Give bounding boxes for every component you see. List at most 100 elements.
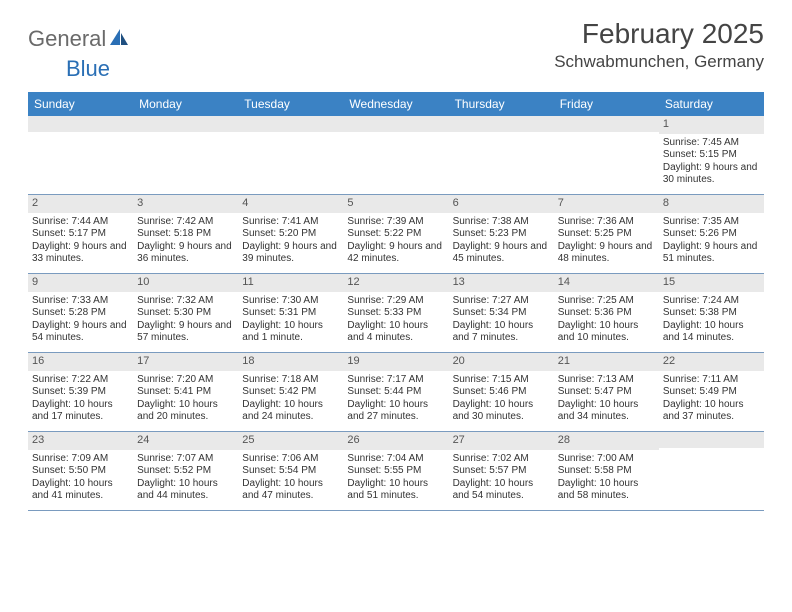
- dow-monday: Monday: [133, 92, 238, 116]
- day-cell: 14Sunrise: 7:25 AMSunset: 5:36 PMDayligh…: [554, 274, 659, 352]
- location-label: Schwabmunchen, Germany: [554, 52, 764, 72]
- sunset-line: Sunset: 5:50 PM: [32, 465, 129, 478]
- day-number: 5: [343, 195, 448, 213]
- sunrise-line: Sunrise: 7:41 AM: [242, 216, 339, 229]
- calendar: Sunday Monday Tuesday Wednesday Thursday…: [28, 92, 764, 511]
- sunrise-line: Sunrise: 7:38 AM: [453, 216, 550, 229]
- day-number: 8: [659, 195, 764, 213]
- sunset-line: Sunset: 5:49 PM: [663, 386, 760, 399]
- day-number: 14: [554, 274, 659, 292]
- sunrise-line: Sunrise: 7:36 AM: [558, 216, 655, 229]
- day-number: 3: [133, 195, 238, 213]
- day-number: 6: [449, 195, 554, 213]
- day-number: 11: [238, 274, 343, 292]
- sunset-line: Sunset: 5:34 PM: [453, 307, 550, 320]
- day-number: [28, 116, 133, 132]
- day-number: 4: [238, 195, 343, 213]
- day-cell: 4Sunrise: 7:41 AMSunset: 5:20 PMDaylight…: [238, 195, 343, 273]
- day-cell: 15Sunrise: 7:24 AMSunset: 5:38 PMDayligh…: [659, 274, 764, 352]
- day-cell: 23Sunrise: 7:09 AMSunset: 5:50 PMDayligh…: [28, 432, 133, 510]
- day-cell: 3Sunrise: 7:42 AMSunset: 5:18 PMDaylight…: [133, 195, 238, 273]
- day-number: 9: [28, 274, 133, 292]
- daylight-line: Daylight: 10 hours and 10 minutes.: [558, 320, 655, 345]
- daylight-line: Daylight: 10 hours and 54 minutes.: [453, 478, 550, 503]
- daylight-line: Daylight: 10 hours and 30 minutes.: [453, 399, 550, 424]
- day-cell: 9Sunrise: 7:33 AMSunset: 5:28 PMDaylight…: [28, 274, 133, 352]
- sunset-line: Sunset: 5:33 PM: [347, 307, 444, 320]
- day-cell: 8Sunrise: 7:35 AMSunset: 5:26 PMDaylight…: [659, 195, 764, 273]
- sunrise-line: Sunrise: 7:00 AM: [558, 453, 655, 466]
- day-cell: 5Sunrise: 7:39 AMSunset: 5:22 PMDaylight…: [343, 195, 448, 273]
- daylight-line: Daylight: 10 hours and 47 minutes.: [242, 478, 339, 503]
- month-title: February 2025: [554, 18, 764, 50]
- daylight-line: Daylight: 9 hours and 45 minutes.: [453, 241, 550, 266]
- sunset-line: Sunset: 5:58 PM: [558, 465, 655, 478]
- sunrise-line: Sunrise: 7:20 AM: [137, 374, 234, 387]
- daylight-line: Daylight: 9 hours and 33 minutes.: [32, 241, 129, 266]
- sunset-line: Sunset: 5:57 PM: [453, 465, 550, 478]
- daylight-line: Daylight: 10 hours and 44 minutes.: [137, 478, 234, 503]
- day-cell: 1Sunrise: 7:45 AMSunset: 5:15 PMDaylight…: [659, 116, 764, 194]
- sunrise-line: Sunrise: 7:17 AM: [347, 374, 444, 387]
- daylight-line: Daylight: 10 hours and 34 minutes.: [558, 399, 655, 424]
- sunset-line: Sunset: 5:30 PM: [137, 307, 234, 320]
- day-cell: [343, 116, 448, 194]
- sunrise-line: Sunrise: 7:04 AM: [347, 453, 444, 466]
- sunset-line: Sunset: 5:31 PM: [242, 307, 339, 320]
- day-cell: 26Sunrise: 7:04 AMSunset: 5:55 PMDayligh…: [343, 432, 448, 510]
- sunrise-line: Sunrise: 7:32 AM: [137, 295, 234, 308]
- sunrise-line: Sunrise: 7:27 AM: [453, 295, 550, 308]
- day-number: [554, 116, 659, 132]
- sunset-line: Sunset: 5:42 PM: [242, 386, 339, 399]
- day-cell: 22Sunrise: 7:11 AMSunset: 5:49 PMDayligh…: [659, 353, 764, 431]
- day-cell: 7Sunrise: 7:36 AMSunset: 5:25 PMDaylight…: [554, 195, 659, 273]
- sunrise-line: Sunrise: 7:44 AM: [32, 216, 129, 229]
- day-cell: [28, 116, 133, 194]
- sunset-line: Sunset: 5:15 PM: [663, 149, 760, 162]
- sunrise-line: Sunrise: 7:24 AM: [663, 295, 760, 308]
- daylight-line: Daylight: 10 hours and 7 minutes.: [453, 320, 550, 345]
- sunset-line: Sunset: 5:38 PM: [663, 307, 760, 320]
- daylight-line: Daylight: 10 hours and 1 minute.: [242, 320, 339, 345]
- sunset-line: Sunset: 5:52 PM: [137, 465, 234, 478]
- day-cell: [554, 116, 659, 194]
- daylight-line: Daylight: 9 hours and 48 minutes.: [558, 241, 655, 266]
- sunrise-line: Sunrise: 7:29 AM: [347, 295, 444, 308]
- day-cell: 17Sunrise: 7:20 AMSunset: 5:41 PMDayligh…: [133, 353, 238, 431]
- sunset-line: Sunset: 5:41 PM: [137, 386, 234, 399]
- day-cell: [449, 116, 554, 194]
- daylight-line: Daylight: 9 hours and 39 minutes.: [242, 241, 339, 266]
- dow-thursday: Thursday: [449, 92, 554, 116]
- day-number: 23: [28, 432, 133, 450]
- day-number: 25: [238, 432, 343, 450]
- day-cell: 2Sunrise: 7:44 AMSunset: 5:17 PMDaylight…: [28, 195, 133, 273]
- sunrise-line: Sunrise: 7:22 AM: [32, 374, 129, 387]
- day-number: 7: [554, 195, 659, 213]
- sunrise-line: Sunrise: 7:07 AM: [137, 453, 234, 466]
- day-number: [133, 116, 238, 132]
- week-row: 23Sunrise: 7:09 AMSunset: 5:50 PMDayligh…: [28, 432, 764, 511]
- daylight-line: Daylight: 10 hours and 20 minutes.: [137, 399, 234, 424]
- title-block: February 2025 Schwabmunchen, Germany: [554, 18, 764, 72]
- dow-wednesday: Wednesday: [343, 92, 448, 116]
- day-number: 20: [449, 353, 554, 371]
- sunset-line: Sunset: 5:55 PM: [347, 465, 444, 478]
- sunrise-line: Sunrise: 7:42 AM: [137, 216, 234, 229]
- sunrise-line: Sunrise: 7:06 AM: [242, 453, 339, 466]
- day-cell: 6Sunrise: 7:38 AMSunset: 5:23 PMDaylight…: [449, 195, 554, 273]
- day-cell: 28Sunrise: 7:00 AMSunset: 5:58 PMDayligh…: [554, 432, 659, 510]
- day-cell: 16Sunrise: 7:22 AMSunset: 5:39 PMDayligh…: [28, 353, 133, 431]
- day-number: 28: [554, 432, 659, 450]
- sunrise-line: Sunrise: 7:11 AM: [663, 374, 760, 387]
- brand-logo: General: [28, 26, 132, 52]
- sunrise-line: Sunrise: 7:45 AM: [663, 137, 760, 150]
- day-number: 24: [133, 432, 238, 450]
- week-row: 2Sunrise: 7:44 AMSunset: 5:17 PMDaylight…: [28, 195, 764, 274]
- daylight-line: Daylight: 9 hours and 30 minutes.: [663, 162, 760, 187]
- daylight-line: Daylight: 9 hours and 42 minutes.: [347, 241, 444, 266]
- sunrise-line: Sunrise: 7:15 AM: [453, 374, 550, 387]
- sunrise-line: Sunrise: 7:13 AM: [558, 374, 655, 387]
- sunset-line: Sunset: 5:46 PM: [453, 386, 550, 399]
- day-cell: [659, 432, 764, 510]
- daylight-line: Daylight: 10 hours and 37 minutes.: [663, 399, 760, 424]
